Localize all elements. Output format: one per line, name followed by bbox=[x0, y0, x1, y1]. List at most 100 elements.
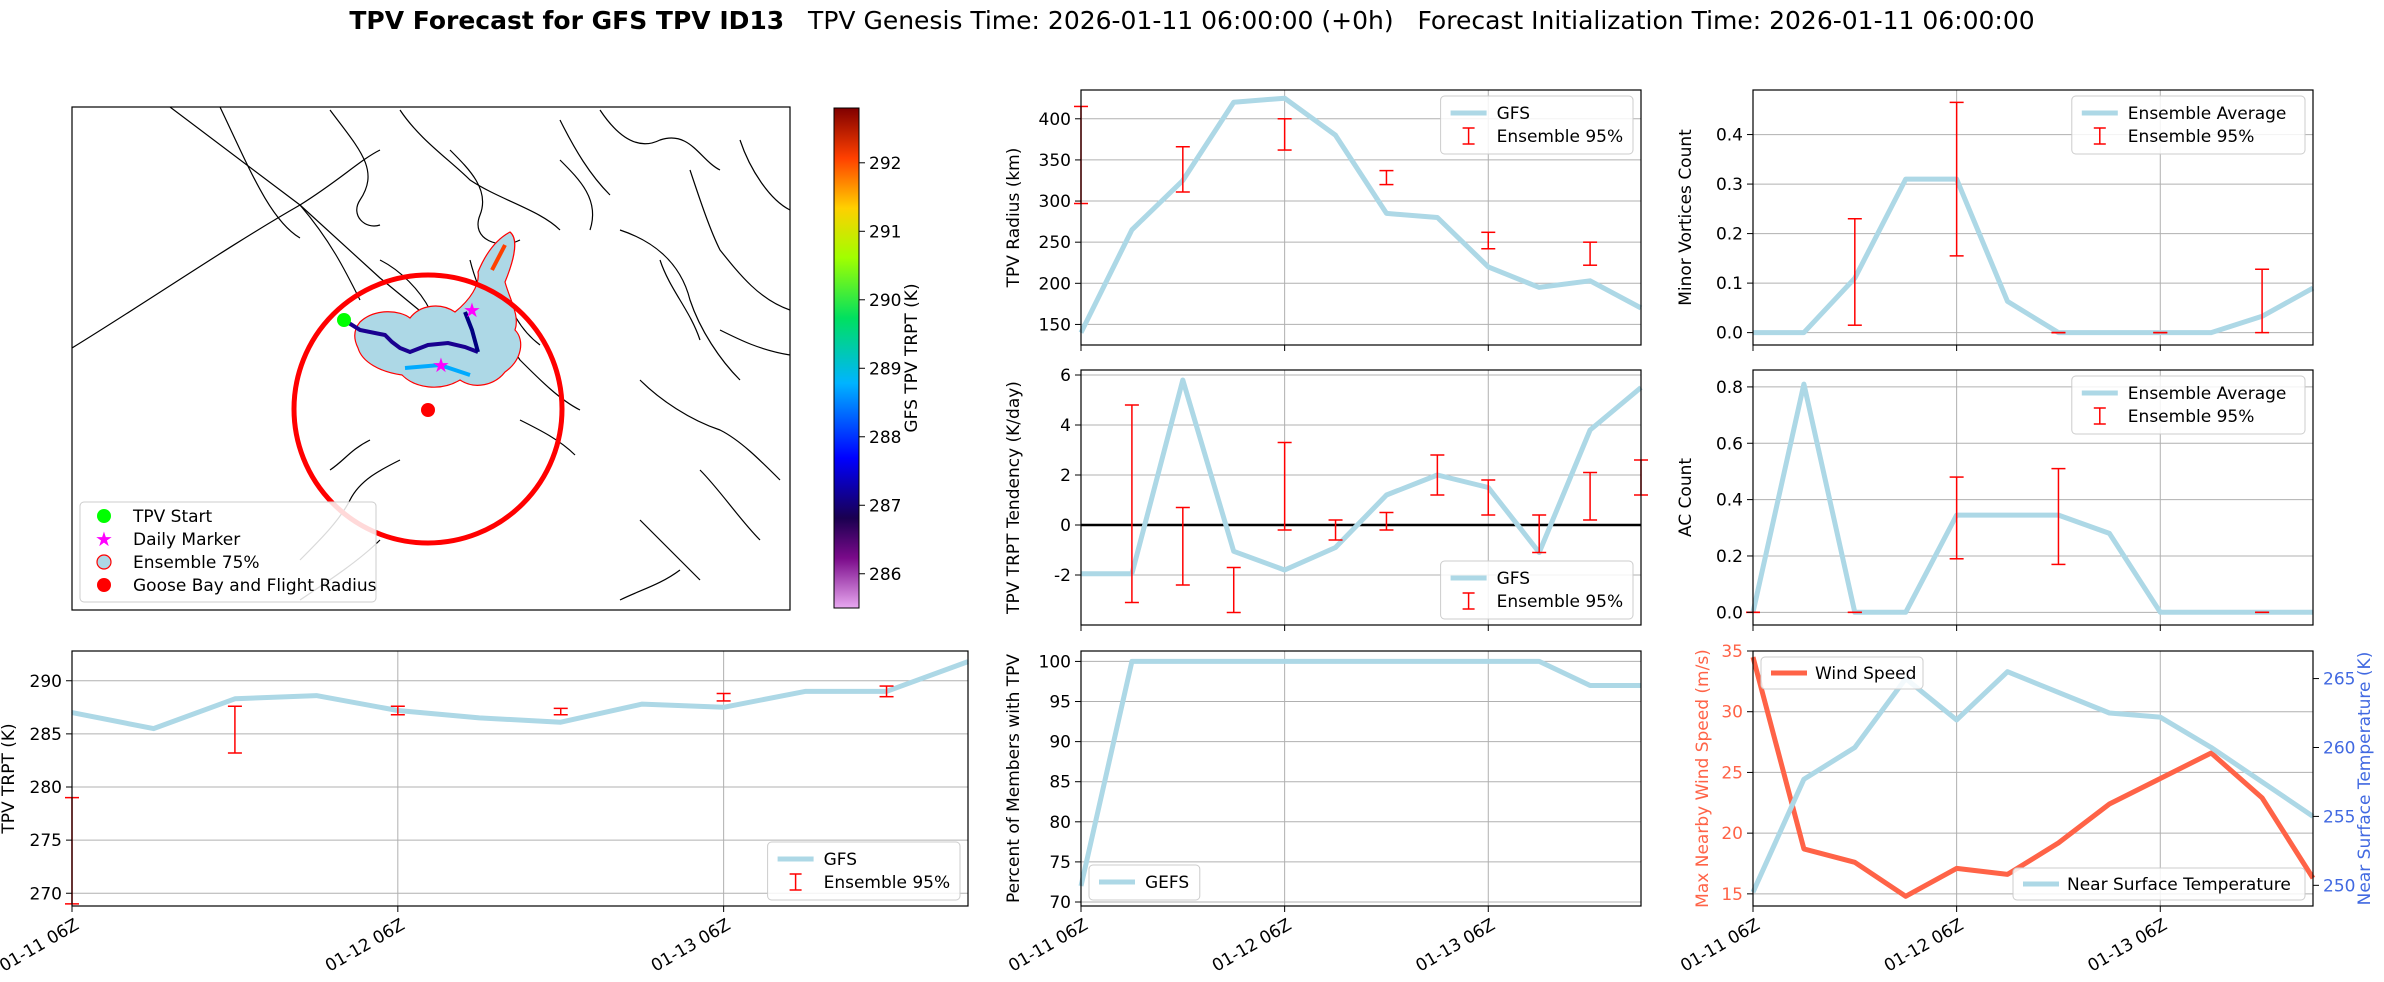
legend-label-1: Ensemble 95% bbox=[2128, 407, 2255, 427]
map-frame bbox=[71, 106, 791, 611]
ylabel: AC Count bbox=[1676, 458, 1696, 537]
tpv-track-hot bbox=[490, 244, 507, 271]
ytick-label-6: 100 bbox=[1039, 652, 1071, 672]
ytick-label-0: 0.0 bbox=[1716, 324, 1743, 344]
colorbar-tick-label-1: 287 bbox=[869, 496, 901, 516]
series-point-0-10 bbox=[1589, 684, 1591, 687]
colorbar-ticks: 286 287 288 289 290 291 292 bbox=[859, 154, 901, 585]
series-point-0-7 bbox=[2108, 532, 2110, 535]
series-point-0-8 bbox=[1487, 266, 1489, 268]
figure-title: TPV Forecast for GFS TPV ID13 TPV Genesi… bbox=[0, 6, 2384, 35]
series-point-0-9 bbox=[1538, 660, 1540, 663]
ytick-label-3: 300 bbox=[1039, 192, 1071, 212]
plot-frame bbox=[1080, 89, 1642, 346]
series-point-0-5 bbox=[478, 717, 480, 719]
daily-marker-1: ★ bbox=[432, 353, 450, 377]
legend-label-1: Ensemble 95% bbox=[824, 873, 951, 893]
ytick-label-1: 0 bbox=[1060, 516, 1071, 536]
title-genesis: TPV Genesis Time: 2026-01-11 06:00:00 (+… bbox=[808, 6, 1394, 35]
ensemble-75-region bbox=[354, 231, 522, 388]
series-point-1-5 bbox=[2006, 671, 2009, 673]
ytick-label-1: 0.2 bbox=[1716, 547, 1743, 567]
series-point-0-7 bbox=[641, 703, 643, 705]
series-point-1-6 bbox=[2057, 691, 2060, 693]
series-line-0 bbox=[1750, 381, 2313, 615]
ylabel-right: Near Surface Temperature (K) bbox=[2355, 652, 2375, 906]
ytick-label-0: 150 bbox=[1039, 315, 1071, 335]
xtick-label-0: 01-11 06Z bbox=[1677, 915, 1763, 976]
series-point-0-6 bbox=[1385, 212, 1388, 214]
ytick-label-4: 90 bbox=[1049, 733, 1071, 753]
plot-frame bbox=[1752, 369, 2314, 626]
legend-start-label: TPV Start bbox=[132, 507, 213, 527]
xtick-label-0: 01-11 06Z bbox=[1005, 915, 1091, 976]
ytick-label-2: 0.2 bbox=[1716, 225, 1743, 245]
legend-box bbox=[1088, 864, 1201, 901]
series-point-0-9 bbox=[2210, 332, 2212, 334]
series-point-1-4 bbox=[1956, 719, 1958, 721]
legend-goosebay-label: Goose Bay and Flight Radius bbox=[133, 576, 377, 596]
xtick-label-2: 01-13 06Z bbox=[2084, 915, 2170, 976]
legend-wind: Wind Speed bbox=[1760, 656, 1924, 690]
series-point-0-3 bbox=[1905, 611, 1907, 613]
legend-box bbox=[1440, 560, 1634, 620]
series-point-1-1 bbox=[1803, 778, 1805, 780]
ytick-label-3: 30 bbox=[1721, 703, 1743, 723]
flight-radius-circle bbox=[291, 272, 565, 546]
chart-tendency: -2 0 2 4 6 TPV TRPT Tendency (K/day) GFS Ensemb… bbox=[1004, 366, 1648, 631]
chart-members: 70 75 80 85 90 95 100 01-11 06Z 01-12 06Z 01-13 0… bbox=[1004, 650, 1642, 976]
xtick-label-1: 01-12 06Z bbox=[322, 915, 408, 976]
colorbar-tick-label-0: 286 bbox=[869, 565, 901, 585]
legend-label-0: GEFS bbox=[1145, 873, 1189, 893]
legend: GFS Ensemble 95% bbox=[767, 841, 961, 901]
series-point-0-8 bbox=[2159, 777, 2161, 780]
ytick-label-2: 25 bbox=[1721, 763, 1743, 783]
series-line-0 bbox=[1753, 176, 2315, 336]
series-point-1-10 bbox=[2261, 781, 2263, 783]
ytick-label-2: 2 bbox=[1060, 466, 1071, 486]
tpv-track-late bbox=[463, 311, 480, 353]
ytick-label-2: 250 bbox=[1039, 233, 1071, 253]
ytick-label-1: 275 bbox=[30, 831, 62, 851]
series-point-0-3 bbox=[1905, 895, 1907, 897]
series-point-0-4 bbox=[1284, 660, 1286, 663]
series-point-1-9 bbox=[2210, 746, 2212, 749]
series-point-0-4 bbox=[1956, 867, 1958, 869]
ytick-label-2: 0.4 bbox=[1716, 491, 1743, 511]
legend-wind-label: Wind Speed bbox=[1815, 664, 1916, 684]
plot-frame bbox=[1080, 369, 1642, 626]
series-point-0-9 bbox=[1538, 286, 1540, 289]
xtick-label-0: 01-11 06Z bbox=[0, 915, 83, 976]
daily-marker-2: ★ bbox=[463, 298, 481, 322]
series-point-0-1 bbox=[1803, 848, 1805, 850]
series-line-0 bbox=[1081, 377, 1643, 577]
ytick-label-3: 285 bbox=[30, 725, 62, 745]
legend: GEFS bbox=[1088, 864, 1201, 901]
legend-box bbox=[767, 841, 961, 901]
series-point-0-8 bbox=[723, 706, 725, 708]
ytick-label-3: 85 bbox=[1049, 773, 1071, 793]
ytick-label-0: 0.0 bbox=[1716, 603, 1743, 623]
legend-ensemble-label: Ensemble 75% bbox=[133, 553, 260, 573]
chart-minor: 0.0 0.1 0.2 0.3 0.4 Minor Vortices Count Ensem… bbox=[1676, 89, 2315, 351]
legend-box bbox=[1440, 95, 1634, 155]
series-point-0-9 bbox=[2210, 752, 2212, 754]
series-point-0-5 bbox=[2006, 300, 2009, 303]
series-point-0-2 bbox=[1182, 660, 1184, 663]
ylabel: TPV TRPT (K) bbox=[0, 723, 19, 834]
legend-temp: Near Surface Temperature bbox=[2012, 867, 2306, 901]
ytick-label-2: 280 bbox=[30, 778, 62, 798]
colorbar-tick-label-4: 290 bbox=[869, 291, 901, 311]
series-point-0-2 bbox=[234, 698, 236, 700]
colorbar-tick-label-3: 289 bbox=[869, 359, 901, 379]
series-point-0-3 bbox=[1233, 550, 1235, 552]
series-point-0-5 bbox=[1334, 660, 1337, 663]
series-point-0-3 bbox=[1905, 178, 1907, 180]
legend-label-1: Ensemble 95% bbox=[2128, 127, 2255, 147]
tpv-track bbox=[342, 318, 479, 355]
plot-frame bbox=[1752, 89, 2314, 346]
series-point-0-3 bbox=[315, 695, 317, 697]
